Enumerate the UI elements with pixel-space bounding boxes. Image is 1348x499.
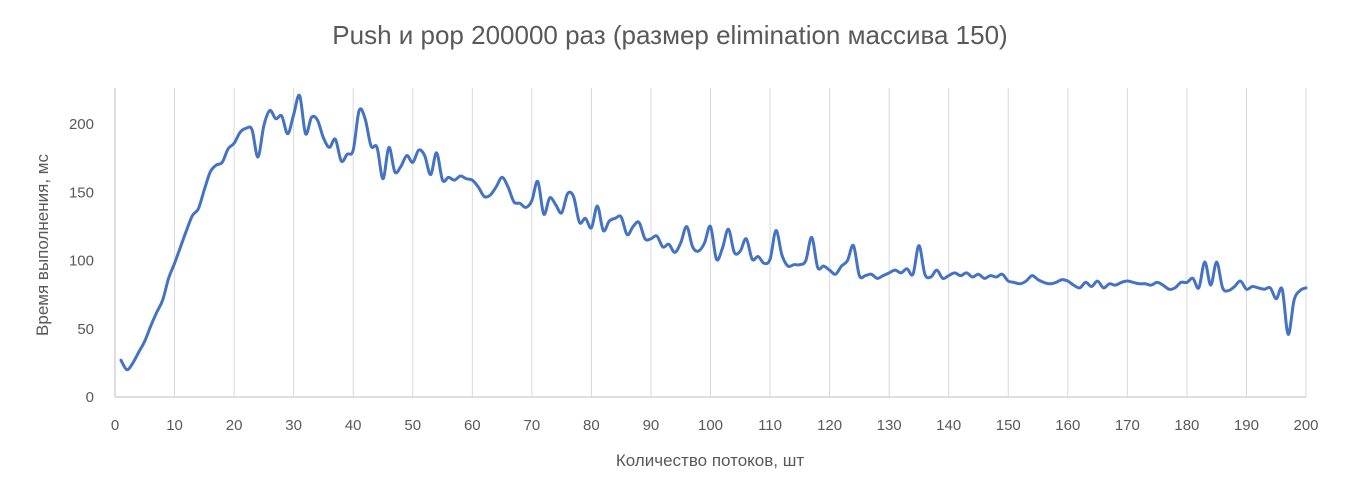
y-tick-label: 0 xyxy=(86,389,94,406)
x-tick-label: 0 xyxy=(111,417,119,434)
x-tick-label: 90 xyxy=(643,417,660,434)
y-tick-label: 50 xyxy=(77,321,94,338)
x-tick-label: 160 xyxy=(1055,417,1080,434)
x-tick-label: 190 xyxy=(1234,417,1259,434)
x-tick-label: 110 xyxy=(758,417,782,434)
x-tick-label: 50 xyxy=(404,417,421,434)
x-tick-label: 20 xyxy=(226,417,243,434)
y-axis-title: Время выполнения, мс xyxy=(33,154,52,336)
x-tick-label: 100 xyxy=(698,417,723,434)
x-tick-label: 130 xyxy=(877,417,902,434)
x-tick-label: 170 xyxy=(1115,417,1140,434)
x-tick-label: 80 xyxy=(583,417,600,434)
x-tick-label: 30 xyxy=(285,417,302,434)
tick-labels: 0 10 20 30 40 50 60 70 80 90 100 110 120 130 140 150 160… xyxy=(69,116,1319,434)
y-tick-label: 150 xyxy=(69,184,94,201)
x-tick-label: 180 xyxy=(1174,417,1199,434)
x-tick-label: 120 xyxy=(817,417,842,434)
x-tick-label: 150 xyxy=(996,417,1021,434)
axes xyxy=(114,88,1306,398)
x-tick-label: 70 xyxy=(524,417,541,434)
x-tick-label: 200 xyxy=(1293,417,1318,434)
x-tick-label: 140 xyxy=(936,417,961,434)
series-layer xyxy=(119,93,1308,372)
series-line-0 xyxy=(119,93,1308,372)
x-tick-label: 10 xyxy=(166,417,183,434)
x-tick-label: 60 xyxy=(464,417,481,434)
chart-title: Push и pop 200000 раз (размер eliminatio… xyxy=(332,20,1007,50)
y-tick-label: 200 xyxy=(69,116,94,133)
x-tick-label: 40 xyxy=(345,417,362,434)
grid xyxy=(174,88,1307,397)
x-axis-title: Количество потоков, шт xyxy=(616,451,805,470)
y-tick-label: 100 xyxy=(69,253,94,270)
